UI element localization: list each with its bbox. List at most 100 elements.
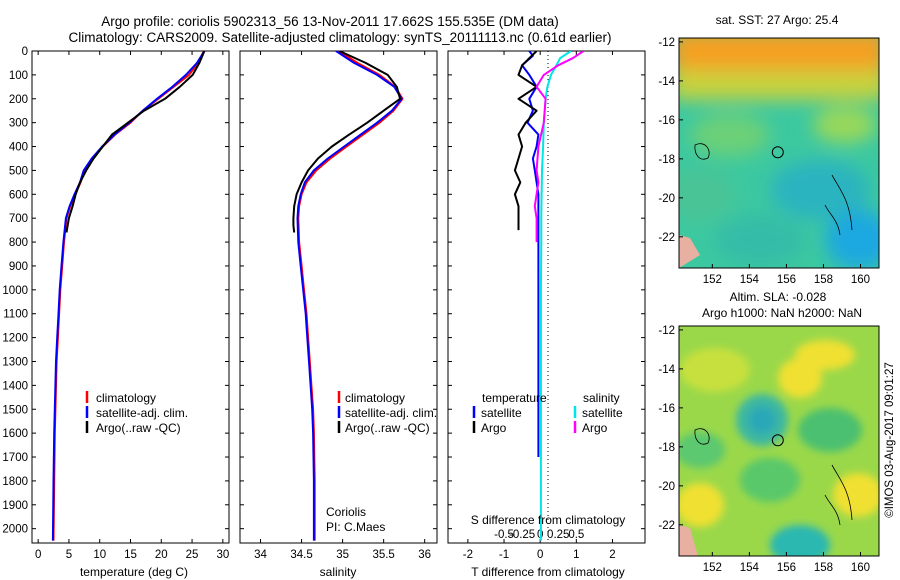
bathymetry-contour [824, 174, 853, 236]
x-tick-label: 34 [254, 549, 267, 561]
sst-map-axes: 152 154 156 158 160 -12 -14 -16 -18 -20 -22 [658, 37, 870, 286]
map-y-tick-label: -16 [658, 115, 675, 127]
difference-series [513, 51, 585, 543]
map-x-tick-label: 154 [740, 562, 760, 574]
bathymetry-contour [824, 464, 853, 526]
y-tick-label: 300 [9, 118, 28, 130]
salinity-series [292, 51, 404, 541]
series-argo [292, 51, 402, 233]
temperature-legend: climatology satellite-adj. clim. Argo(..… [85, 391, 188, 435]
temperature-x-axis: 0 5 10 15 20 25 30 [35, 51, 229, 561]
salinity-legend: climatology satellite-adj. clim. Argo(..… [326, 391, 437, 534]
legend-label-s-satellite: satellite [582, 406, 623, 420]
y-tick-label: 900 [9, 261, 28, 273]
pressure-axis: 0 100 200 300 400 500 600 700 800 900 1000 1100 1200… [2, 46, 645, 536]
map-x-tick-label: 152 [703, 562, 722, 574]
x-tick-label: 0 [35, 549, 41, 561]
x-tick-label: -1 [499, 549, 509, 561]
legend-title-temperature: temperature [482, 391, 547, 405]
legend-label-satellite: satellite-adj. clim. [345, 406, 437, 420]
map-y-tick-label: -16 [658, 403, 675, 415]
legend-label-t-satellite: satellite [481, 406, 522, 420]
x-tick-label: 20 [155, 549, 168, 561]
x-tick-label: 0 [537, 549, 543, 561]
series-s-satellite [539, 51, 572, 541]
argo-location-marker [771, 146, 784, 159]
x-tick-label: 1 [573, 549, 579, 561]
y-tick-label: 1800 [2, 476, 28, 488]
y-tick-label: 1400 [2, 380, 28, 392]
map-x-tick-label: 154 [740, 274, 760, 286]
y-tick-label: 1300 [2, 356, 28, 368]
series-satellite-adj-clim [296, 51, 403, 541]
y-tick-label: 600 [9, 189, 28, 201]
x-tick-label: 36 [418, 549, 431, 561]
legend-label-climatology: climatology [96, 391, 156, 405]
difference-xlabel: T difference from climatology [471, 565, 625, 579]
x-tick-label: 30 [216, 549, 229, 561]
reef-contour [694, 428, 710, 445]
series-t-satellite [521, 51, 540, 457]
map-y-tick-label: -20 [658, 481, 675, 493]
y-tick-label: 1600 [2, 428, 28, 440]
sst-map-title: sat. SST: 27 Argo: 25.4 [716, 13, 839, 27]
map-y-tick-label: -22 [658, 232, 675, 244]
salinity-panel-frame [239, 50, 438, 544]
temperature-series [51, 51, 206, 541]
difference-legend: temperature salinity satellite Argo sate… [472, 391, 623, 435]
sst-map-frame [678, 37, 880, 269]
y-tick-label: 400 [9, 142, 28, 154]
y-tick-label: 1500 [2, 404, 28, 416]
reef-contour [694, 143, 710, 160]
map-x-tick-label: 158 [814, 562, 833, 574]
x-tick-label: 10 [93, 549, 106, 561]
sla-map-title-line2: Argo h1000: NaN h2000: NaN [702, 306, 862, 320]
map-y-tick-label: -12 [658, 325, 675, 337]
y-tick-label: 800 [9, 237, 28, 249]
coast-land [679, 235, 700, 268]
x-tick-label: 35 [336, 549, 349, 561]
x-tick-label: 35.5 [372, 549, 394, 561]
x-tick-label: -2 [463, 549, 473, 561]
imos-credit: ©IMOS 03-Aug-2017 09:01:27 [884, 362, 896, 518]
chart-title-line1: Argo profile: coriolis 5902313_56 13-Nov… [101, 14, 559, 29]
y-tick-label: 2000 [2, 524, 28, 536]
map-y-tick-label: -18 [658, 154, 675, 166]
y-tick-label: 0 [22, 46, 28, 58]
map-x-tick-label: 158 [814, 274, 833, 286]
map-y-tick-label: -14 [658, 76, 675, 88]
map-x-tick-label: 160 [851, 274, 870, 286]
x-tick-label: 2 [609, 549, 615, 561]
difference-xlabel-top: S difference from climatology [471, 513, 626, 527]
y-tick-label: 1700 [2, 452, 28, 464]
coast-land [679, 525, 698, 556]
legend-label-t-argo: Argo [481, 421, 507, 435]
legend-label-argo: Argo(..raw -QC) [345, 421, 430, 435]
x-top-tick-label: -0.5 [494, 529, 514, 541]
y-tick-label: 700 [9, 213, 28, 225]
legend-label-s-argo: Argo [582, 421, 608, 435]
legend-label-climatology: climatology [345, 391, 405, 405]
map-x-tick-label: 152 [703, 274, 722, 286]
map-y-tick-label: -18 [658, 442, 675, 454]
sla-map-title-line1: Altim. SLA: -0.028 [730, 290, 827, 304]
map-y-tick-label: -12 [658, 37, 675, 49]
x-top-tick-label: 0.5 [568, 529, 584, 541]
series-t-argo [513, 51, 538, 231]
x-tick-label: 25 [186, 549, 199, 561]
sst-map-field [679, 38, 879, 268]
annotation-pi: PI: C.Maes [326, 520, 385, 534]
x-top-tick-label: 0.25 [547, 529, 569, 541]
y-tick-label: 1200 [2, 333, 28, 345]
series-argo [65, 51, 206, 233]
legend-title-salinity: salinity [583, 391, 620, 405]
x-tick-label: 34.5 [290, 549, 312, 561]
sla-map-axes: 152 154 156 158 160 -12 -14 -16 -18 -20 -22 [658, 325, 870, 574]
x-tick-label: 15 [124, 549, 137, 561]
argo-location-marker [771, 434, 784, 447]
legend-label-satellite: satellite-adj. clim. [96, 406, 188, 420]
map-y-tick-label: -14 [658, 364, 675, 376]
map-x-tick-label: 156 [777, 274, 796, 286]
salinity-x-axis: 34 34.5 35 35.5 36 [254, 51, 431, 561]
